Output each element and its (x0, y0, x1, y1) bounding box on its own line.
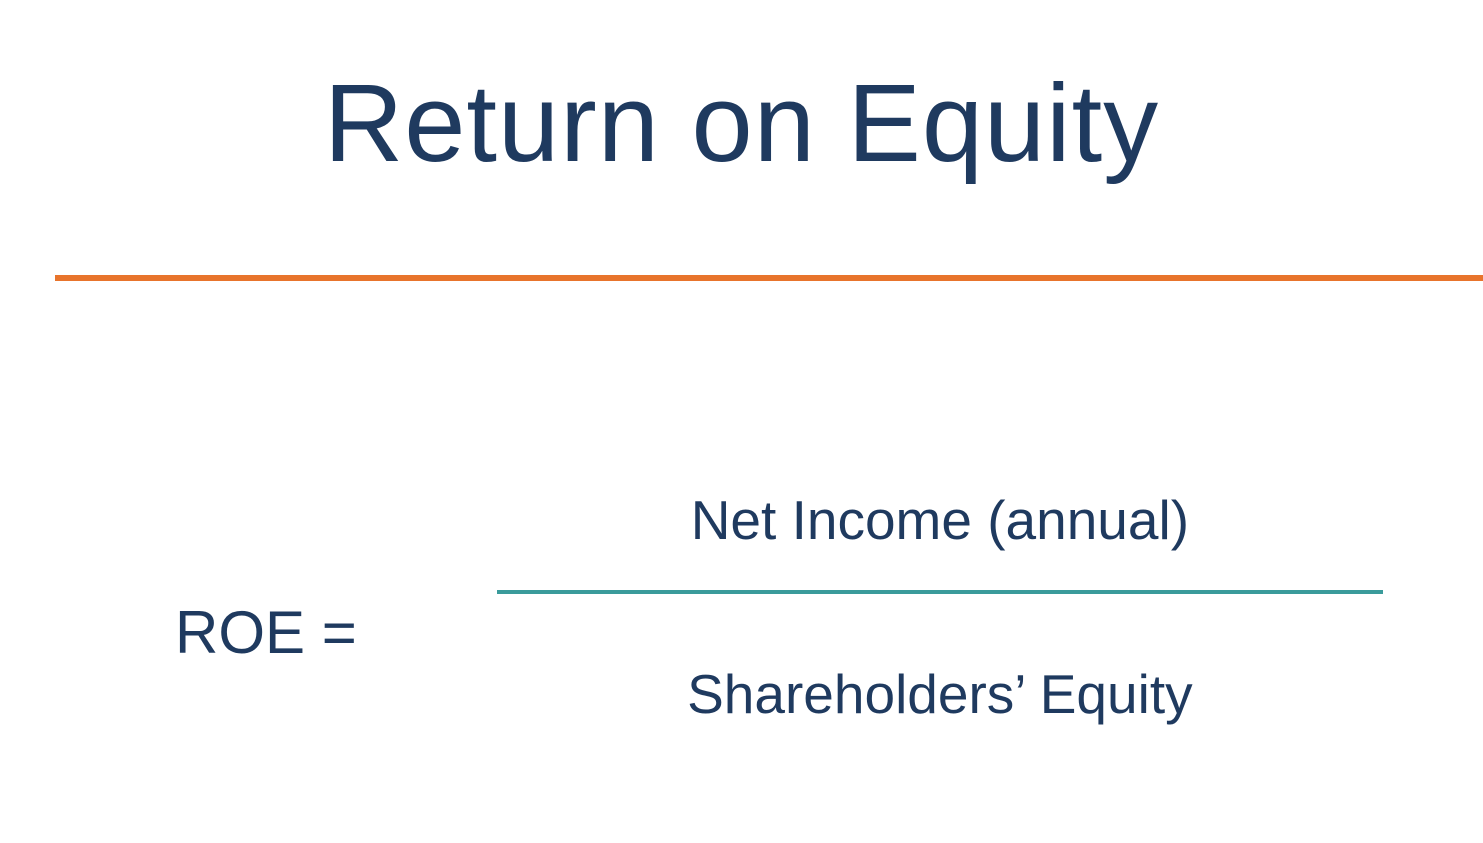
slide-title: Return on Equity (0, 60, 1483, 187)
horizontal-divider (55, 275, 1483, 281)
formula-container: ROE = Net Income (annual) Shareholders’ … (175, 470, 1383, 744)
formula-denominator: Shareholders’ Equity (687, 644, 1192, 744)
formula-lhs: ROE = (175, 598, 357, 667)
fraction-bar (497, 590, 1383, 594)
slide-container: Return on Equity ROE = Net Income (annua… (0, 0, 1483, 843)
formula-fraction: Net Income (annual) Shareholders’ Equity (497, 470, 1383, 744)
formula-numerator: Net Income (annual) (691, 470, 1189, 570)
